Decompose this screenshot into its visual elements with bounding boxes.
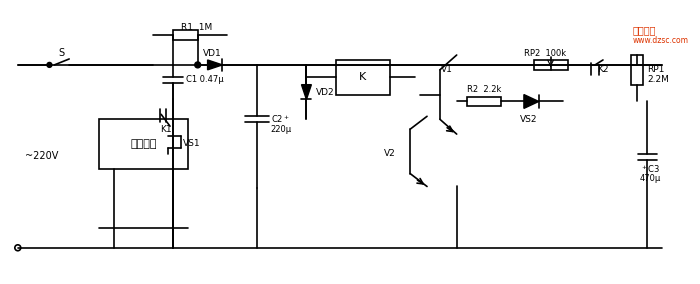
Polygon shape <box>168 136 181 148</box>
Polygon shape <box>208 60 223 70</box>
Circle shape <box>195 62 201 68</box>
Polygon shape <box>302 85 312 99</box>
Text: RP1: RP1 <box>648 65 665 74</box>
Bar <box>99 119 188 169</box>
Circle shape <box>47 62 52 67</box>
Bar <box>467 97 501 106</box>
Text: V1: V1 <box>441 65 453 74</box>
Text: K: K <box>359 72 366 82</box>
Text: 470μ: 470μ <box>640 174 661 183</box>
Text: VD2: VD2 <box>316 88 335 97</box>
Bar <box>173 30 197 40</box>
Text: 维库一卡: 维库一卡 <box>633 25 656 35</box>
Text: VS1: VS1 <box>183 139 200 149</box>
Text: C2$^+$: C2$^+$ <box>271 113 290 125</box>
Bar <box>534 60 568 70</box>
Text: $^+$C3: $^+$C3 <box>640 163 661 175</box>
Text: www.dzsc.com: www.dzsc.com <box>633 36 689 45</box>
Bar <box>336 60 391 95</box>
Text: 220μ: 220μ <box>271 125 292 134</box>
Text: ~220V: ~220V <box>25 151 58 161</box>
Text: R2  2.2k: R2 2.2k <box>467 85 501 94</box>
Text: K2: K2 <box>597 65 609 74</box>
Text: S: S <box>58 48 64 58</box>
Text: K1: K1 <box>160 125 172 134</box>
Polygon shape <box>524 95 539 108</box>
Text: RP2  100k: RP2 100k <box>524 49 566 58</box>
Text: C1 0.47μ: C1 0.47μ <box>186 75 223 84</box>
Text: VD1: VD1 <box>203 49 222 58</box>
Bar <box>631 55 643 85</box>
Text: R1  1M: R1 1M <box>181 23 212 32</box>
Text: VS2: VS2 <box>520 115 538 124</box>
Text: V2: V2 <box>384 149 395 158</box>
Text: 受控电器: 受控电器 <box>130 139 157 149</box>
Text: 2.2M: 2.2M <box>648 75 669 84</box>
